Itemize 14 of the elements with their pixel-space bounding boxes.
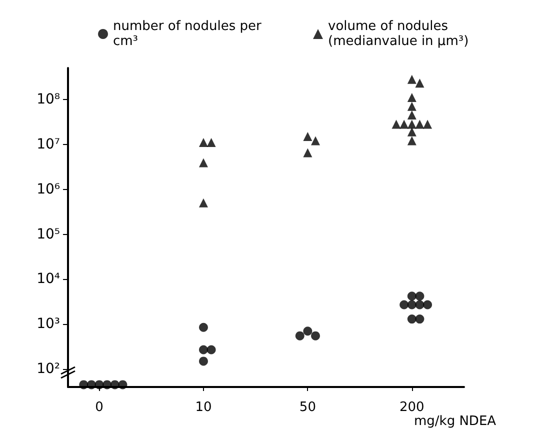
- y-tick-label: 10⁷: [36, 136, 60, 152]
- y-tick-label: 10⁵: [36, 226, 60, 242]
- x-tick-label: 50: [299, 400, 316, 415]
- y-tick-label: 10⁶: [36, 181, 60, 198]
- x-tick-label: 0: [95, 400, 104, 415]
- legend-label: number of nodules per cm³: [113, 19, 266, 49]
- y-tick-label: 10⁸: [36, 91, 60, 108]
- y-tick-label: 10³: [36, 316, 60, 332]
- y-tick-label: 10²: [36, 361, 60, 378]
- x-tick-label: 10: [195, 400, 212, 415]
- y-tick-label: 10⁴: [36, 271, 60, 288]
- x-axis-title: mg/kg NDEA: [414, 414, 496, 429]
- legend-label: volume of nodules (medianvalue in µm³): [328, 19, 469, 49]
- x-tick-label: 200: [399, 400, 424, 415]
